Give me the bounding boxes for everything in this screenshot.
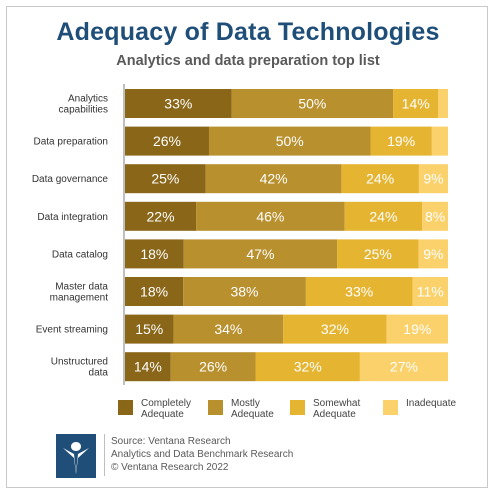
bar-segment-mostly (183, 239, 338, 269)
bar-segment-completely (125, 126, 209, 156)
data-label: 33% (345, 284, 373, 300)
bar-segment-mostly (205, 164, 342, 194)
bar-segment-somewhat (305, 277, 413, 306)
data-label: 14% (402, 96, 430, 112)
bar-segment-completely (125, 89, 232, 118)
legend-swatch (208, 400, 223, 415)
bar-segment-somewhat (370, 126, 432, 156)
bar-segment-somewhat (255, 352, 360, 382)
data-label: 11% (417, 284, 444, 300)
data-label: 47% (246, 246, 274, 262)
legend-label: Completely Adequate (141, 398, 192, 420)
footer-source: Source: Ventana Research Analytics and D… (111, 435, 293, 474)
logo-background (56, 434, 96, 478)
legend-item: Mostly Adequate (208, 398, 289, 420)
category-label: Analytics capabilities (59, 94, 108, 116)
category-label: Data governance (32, 174, 109, 185)
bar-segment-mostly (173, 314, 284, 344)
chart-title: Adequacy of Data Technologies (56, 18, 440, 46)
bar-segment-somewhat (283, 314, 387, 344)
data-label: 15% (135, 321, 163, 337)
stacked-bar-chart: Analytics capabilities 33% 50% 14% Data prepa… (32, 84, 448, 385)
bar-segment-inadequate (412, 277, 448, 306)
data-label: 50% (276, 133, 304, 149)
bar-segment-inadequate (422, 201, 448, 231)
bar-segment-completely (125, 201, 197, 231)
bar-segment-somewhat (341, 164, 419, 194)
data-label: 50% (298, 96, 326, 112)
bar-segment-mostly (208, 126, 371, 156)
bar-segment-inadequate (386, 314, 448, 344)
data-label: 42% (260, 171, 288, 187)
legend-swatch (118, 400, 133, 415)
bar-segment-completely (125, 164, 206, 194)
legend-swatch (383, 400, 398, 415)
ventana-logo-icon (56, 434, 96, 478)
data-label: 33% (164, 96, 192, 112)
data-label: 25% (151, 171, 179, 187)
category-label: Data preparation (34, 137, 109, 148)
bar-segment-completely (125, 352, 171, 382)
data-label: 26% (153, 133, 181, 149)
category-label: Master data management (50, 282, 109, 304)
data-label: 9% (423, 171, 443, 187)
chart-frame (6, 6, 488, 488)
bar-segment-completely (125, 239, 184, 269)
legend-item: Somewhat Adequate (290, 398, 371, 420)
data-label: 22% (147, 208, 175, 224)
legend-swatch (290, 400, 305, 415)
data-label: 8% (425, 208, 445, 224)
data-label: 27% (390, 359, 418, 375)
bar-segment-inadequate (431, 126, 448, 156)
bar-segment-somewhat (344, 201, 423, 231)
bar-segment-somewhat (393, 89, 439, 118)
chart-subtitle: Analytics and data preparation top list (116, 53, 380, 69)
data-label: 18% (140, 284, 168, 300)
category-label: Event streaming (36, 325, 108, 336)
bar-segment-somewhat (337, 239, 419, 269)
data-label: 46% (256, 208, 284, 224)
footer-divider (104, 434, 105, 476)
data-label: 24% (366, 171, 394, 187)
category-label: Data integration (37, 212, 108, 223)
data-label: 18% (140, 246, 168, 262)
bar-segment-completely (125, 277, 184, 306)
bar-segment-mostly (183, 277, 306, 306)
data-label: 25% (364, 246, 392, 262)
category-label: Data catalog (52, 249, 108, 260)
data-label: 38% (230, 284, 258, 300)
bar-segment-mostly (196, 201, 345, 231)
legend-item: Inadequate (383, 398, 464, 415)
bar-segment-inadequate (418, 239, 448, 269)
bar-segment-inadequate (418, 164, 448, 194)
legend-label: Mostly Adequate (231, 398, 274, 420)
data-label: 19% (387, 133, 415, 149)
data-label: 32% (294, 359, 322, 375)
bar-segment-mostly (231, 89, 394, 118)
data-label: 32% (321, 321, 349, 337)
bar-segment-mostly (170, 352, 256, 382)
legend-item: Completely Adequate (118, 398, 199, 420)
data-label: 9% (423, 246, 443, 262)
legend-label: Inadequate (406, 398, 457, 409)
data-label: 34% (214, 321, 242, 337)
chart-legend: Completely Adequate Mostly Adequate Somewhat… (0, 392, 496, 432)
bar-segment-completely (125, 314, 174, 344)
bar-segment-inadequate (359, 352, 448, 382)
footer-source-line: Source: Ventana Research (111, 436, 231, 447)
data-label: 14% (134, 359, 162, 375)
data-label: 26% (199, 359, 227, 375)
bar-segment-inadequate (438, 89, 448, 118)
legend-label: Somewhat Adequate (313, 398, 361, 420)
footer-research-line: Analytics and Data Benchmark Research (111, 449, 294, 460)
category-label: Unstructured data (51, 357, 109, 379)
data-label: 24% (369, 208, 397, 224)
data-label: 19% (403, 321, 431, 337)
footer-copyright-line: © Ventana Research 2022 (111, 462, 229, 473)
